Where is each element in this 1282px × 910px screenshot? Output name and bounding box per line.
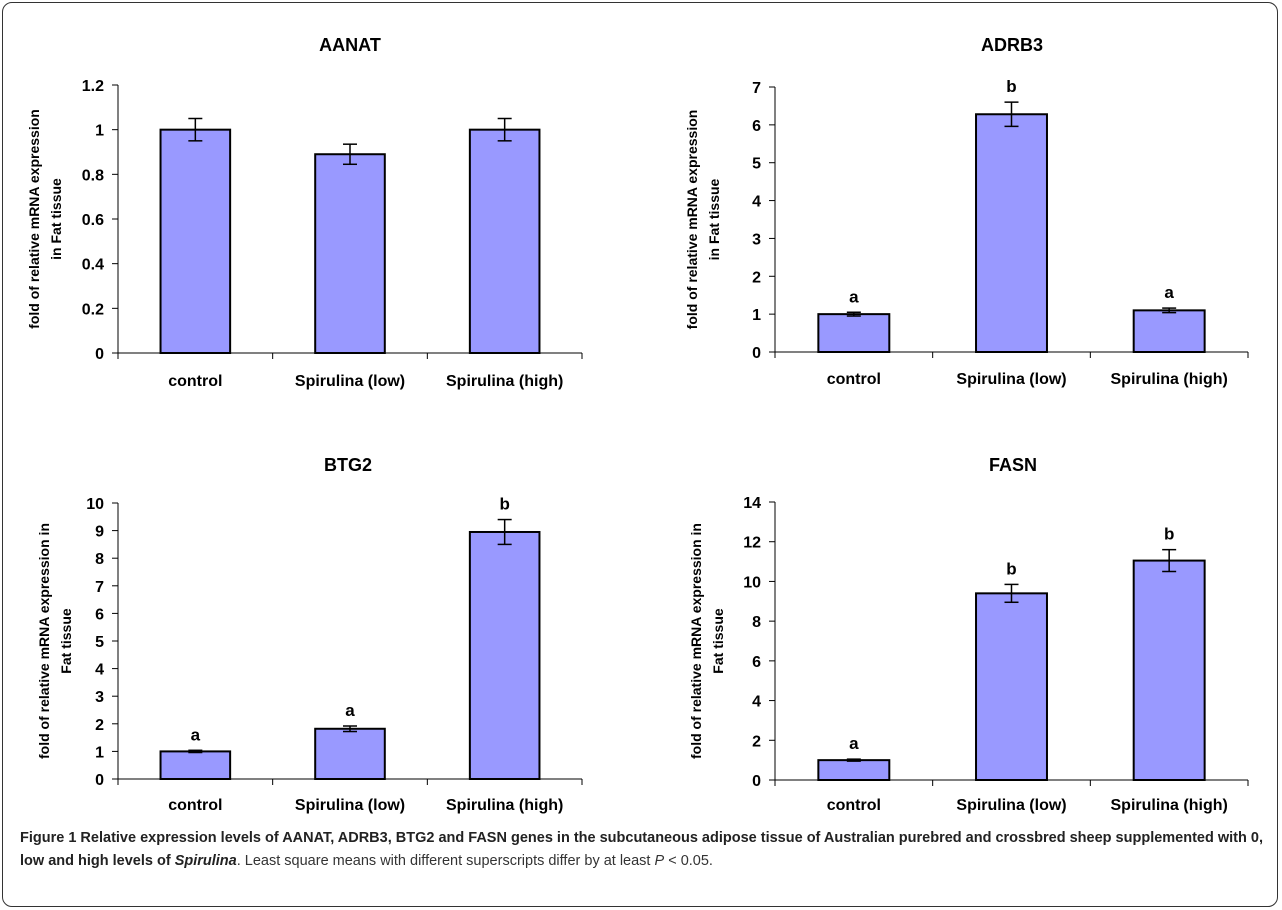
y-tick-label: 6: [752, 654, 761, 671]
figure-caption: Figure 1 Relative expression levels of A…: [20, 827, 1265, 873]
y-tick-label: 6: [752, 118, 761, 135]
category-label: Spirulina (low): [956, 371, 1066, 388]
chart-title: AANAT: [319, 35, 381, 55]
chart-title: ADRB3: [981, 35, 1043, 55]
y-tick-label: 12: [743, 535, 761, 552]
caption-bold-text: Relative expression levels of AANAT, ADR…: [20, 830, 1263, 869]
y-axis-label: fold of relative mRNA expression: [26, 109, 42, 329]
superscript-label: b: [1164, 525, 1174, 544]
y-tick-label: 6: [95, 606, 104, 623]
y-axis-label: fold of relative mRNA expression in: [688, 523, 704, 759]
y-axis-label: Fat tissue: [58, 608, 74, 674]
category-label: Spirulina (high): [1111, 371, 1228, 388]
y-tick-label: 0.8: [82, 167, 104, 184]
y-tick-label: 3: [752, 231, 761, 248]
category-label: Spirulina (high): [1111, 797, 1228, 814]
superscript-label: a: [849, 287, 859, 306]
y-tick-label: 14: [743, 495, 761, 512]
chart-adrb3: ADRB3 0 1 2 3 4 5 6 7 a control b Spirulina (low) a Sp…: [684, 35, 1249, 388]
superscript-label: b: [1006, 77, 1016, 96]
caption-p: P: [654, 853, 665, 869]
bar: [159, 128, 232, 354]
caption-text: . Least square means with different supe…: [236, 853, 655, 869]
category-label: control: [168, 797, 222, 814]
bar: [314, 153, 386, 354]
superscript-label: a: [1164, 283, 1174, 302]
chart-fasn: FASN 0 2 4 6 8 10 12 14 a control b Spirulina (low) b…: [688, 455, 1249, 814]
category-label: Spirulina (low): [295, 797, 405, 814]
y-axis-label: in Fat tissue: [48, 178, 64, 260]
y-tick-label: 0.2: [82, 301, 104, 318]
y-tick-label: 0.6: [82, 212, 104, 229]
y-tick-label: 4: [95, 662, 104, 679]
y-tick-label: 0: [752, 345, 761, 362]
y-tick-label: 10: [86, 496, 104, 513]
caption-label: Figure 1: [20, 830, 77, 846]
superscript-label: a: [191, 725, 201, 744]
category-label: Spirulina (high): [446, 797, 563, 814]
y-tick-label: 3: [95, 689, 104, 706]
y-tick-label: 0: [95, 346, 104, 363]
superscript-label: a: [849, 734, 859, 753]
y-tick-label: 0.4: [82, 257, 104, 274]
caption-threshold: < 0.05.: [664, 853, 713, 869]
y-tick-label: 1: [95, 744, 104, 761]
chart-title: FASN: [989, 455, 1037, 475]
bar: [468, 128, 541, 354]
y-axis-label: fold of relative mRNA expression: [684, 110, 700, 330]
superscript-label: b: [499, 495, 509, 514]
y-tick-label: 0: [95, 772, 104, 789]
chart-title: BTG2: [324, 455, 372, 475]
bar: [468, 530, 541, 780]
y-tick-label: 1: [752, 307, 761, 324]
y-tick-label: 7: [95, 579, 104, 596]
y-axis-label: in Fat tissue: [706, 178, 722, 260]
y-tick-label: 1.2: [82, 78, 104, 95]
category-label: Spirulina (low): [295, 373, 405, 390]
y-tick-label: 2: [95, 717, 104, 734]
y-tick-label: 2: [752, 733, 761, 750]
y-axis-label: fold of relative mRNA expression in: [36, 523, 52, 759]
y-tick-label: 4: [752, 194, 761, 211]
superscript-label: a: [345, 701, 355, 720]
category-label: Spirulina (low): [956, 797, 1066, 814]
y-tick-label: 5: [95, 634, 104, 651]
bar: [975, 113, 1048, 353]
y-tick-label: 10: [743, 574, 761, 591]
chart-aanat: AANAT 0 0.2 0.4 0.6 0.8 1 1.2 control Spirulina (…: [26, 35, 583, 390]
bar: [1132, 309, 1206, 354]
category-label: Spirulina (high): [446, 373, 563, 390]
bar: [975, 592, 1048, 781]
y-tick-label: 0: [752, 773, 761, 790]
y-tick-label: 2: [752, 269, 761, 286]
bar: [314, 727, 386, 781]
y-tick-label: 4: [752, 694, 761, 711]
category-label: control: [827, 371, 881, 388]
y-tick-label: 5: [752, 156, 761, 173]
category-label: control: [168, 373, 222, 390]
y-tick-label: 1: [95, 123, 104, 140]
y-tick-label: 8: [752, 614, 761, 631]
bar: [1132, 559, 1206, 781]
y-axis-label: Fat tissue: [710, 608, 726, 674]
bar: [159, 750, 232, 781]
chart-btg2: BTG2 0 1 2 3 4 5 6 7 8 9 10 a control a Spirulina (low)…: [36, 455, 583, 814]
y-tick-label: 8: [95, 551, 104, 568]
caption-species: Spirulina: [174, 853, 237, 869]
y-tick-label: 7: [752, 80, 761, 97]
bar: [817, 313, 891, 353]
bar: [817, 759, 891, 782]
category-label: control: [827, 797, 881, 814]
superscript-label: b: [1006, 559, 1016, 578]
y-tick-label: 9: [95, 524, 104, 541]
